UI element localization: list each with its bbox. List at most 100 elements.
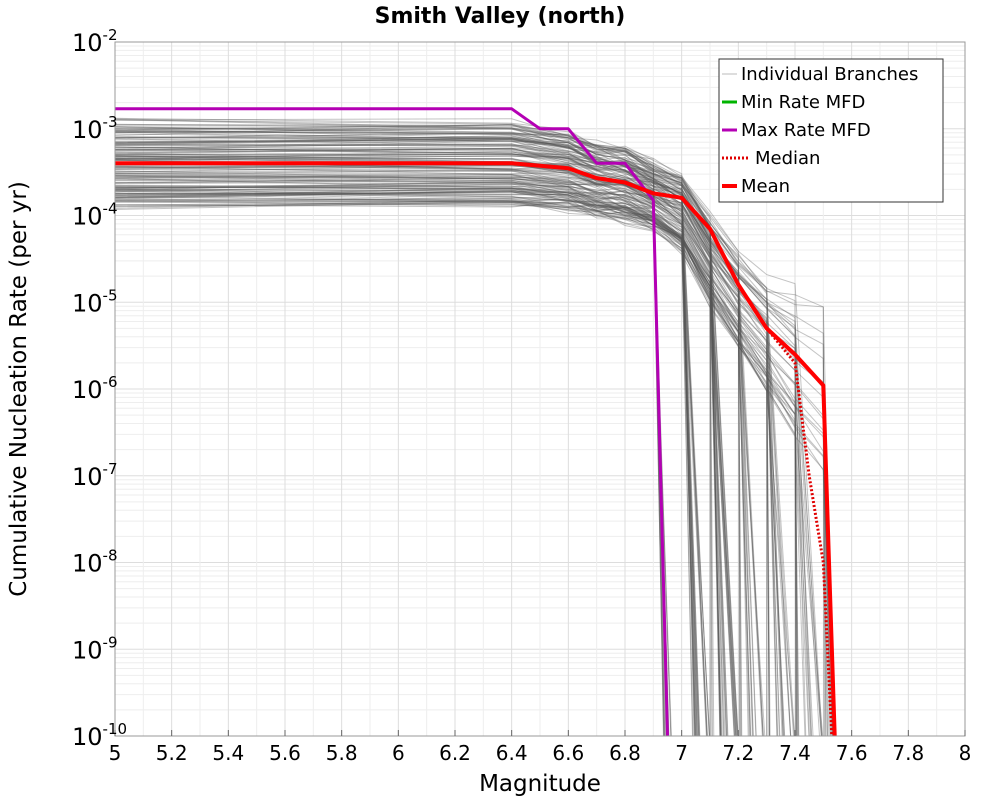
- branch-line: [115, 175, 737, 736]
- x-tick-label: 6: [392, 741, 405, 765]
- branch-line: [115, 192, 799, 736]
- branch-line: [115, 204, 708, 736]
- branch-line: [115, 137, 754, 736]
- series-lines: [115, 107, 837, 736]
- branch-line: [115, 149, 807, 736]
- branch-line: [115, 143, 823, 736]
- branch-line: [115, 140, 764, 736]
- branch-line: [115, 191, 697, 736]
- legend-label: Max Rate MFD: [741, 120, 871, 141]
- branch-line: [115, 181, 715, 736]
- y-tick-label: 10-8: [72, 547, 118, 578]
- branch-line: [115, 135, 796, 736]
- branch-line: [115, 147, 668, 736]
- branch-line: [115, 139, 822, 736]
- branch-line: [115, 178, 766, 736]
- branch-line: [115, 170, 738, 736]
- branch-line: [115, 124, 669, 736]
- x-tick-label: 7.4: [779, 741, 811, 765]
- y-tick-label: 10-2: [72, 26, 118, 57]
- branch-line: [115, 143, 831, 736]
- legend-label: Individual Branches: [741, 64, 918, 85]
- branch-line: [115, 155, 736, 736]
- branch-line: [115, 196, 812, 736]
- branch-line: [115, 172, 834, 736]
- branch-line: [115, 187, 727, 736]
- branch-line: [115, 185, 713, 736]
- branch-line: [115, 179, 700, 736]
- branch-line: [115, 193, 833, 736]
- branch-line: [115, 126, 723, 736]
- branch-line: [115, 177, 743, 736]
- branch-line: [115, 166, 737, 736]
- branch-line: [115, 131, 784, 736]
- branch-line: [115, 186, 697, 736]
- branch-line: [115, 191, 711, 736]
- branch-line: [115, 186, 696, 736]
- branch-line: [115, 133, 785, 736]
- x-axis-ticks: 5 5.2 5.4 5.6 5.8 6 6.2 6.4 6.6 6.8 7 7.2 7.4 7.6 7.8 8: [109, 730, 972, 765]
- x-tick-label: 5: [109, 741, 122, 765]
- branch-line: [115, 127, 739, 736]
- legend-label: Median: [755, 148, 820, 169]
- branch-line: [115, 130, 695, 736]
- branch-line: [115, 170, 728, 736]
- branch-line: [115, 155, 757, 736]
- branch-line: [115, 174, 696, 736]
- max-rate-mfd-line: [115, 107, 669, 736]
- branch-line: [115, 156, 707, 736]
- branch-line: [115, 130, 764, 736]
- chart-title: Smith Valley (north): [375, 4, 626, 29]
- x-tick-label: 6.6: [552, 741, 584, 765]
- branch-line: [115, 128, 834, 736]
- branch-line: [115, 126, 698, 736]
- branch-line: [115, 140, 722, 736]
- branch-line: [115, 188, 711, 736]
- branch-line: [115, 200, 810, 736]
- y-tick-label: 10-7: [72, 460, 118, 491]
- branch-line: [115, 187, 797, 736]
- branch-line: [115, 141, 827, 736]
- branch-line: [115, 159, 722, 736]
- branch-line: [115, 135, 812, 736]
- x-tick-label: 5.2: [156, 741, 188, 765]
- x-tick-label: 5.4: [212, 741, 244, 765]
- legend-box: [718, 58, 944, 203]
- branch-line: [115, 183, 735, 736]
- branch-line: [115, 186, 735, 736]
- branch-line: [115, 198, 798, 736]
- branch-line: [115, 132, 721, 736]
- mean-line: [115, 161, 837, 736]
- branch-line: [115, 128, 825, 736]
- branch-line: [115, 127, 741, 736]
- y-tick-label: 10-4: [72, 200, 118, 231]
- branch-line: [115, 185, 738, 736]
- x-tick-label: 8: [959, 741, 972, 765]
- y-tick-label: 10-10: [72, 720, 127, 751]
- branch-line: [115, 191, 752, 736]
- branch-line: [115, 165, 810, 736]
- y-axis-label: Cumulative Nucleation Rate (per yr): [6, 181, 32, 597]
- branch-line: [115, 173, 721, 736]
- y-tick-label: 10-5: [72, 286, 118, 317]
- branch-line: [115, 130, 778, 736]
- branch-line: [115, 189, 800, 736]
- branch-line: [115, 174, 750, 736]
- branch-line: [115, 189, 700, 736]
- branch-line: [115, 124, 792, 736]
- branch-line: [115, 192, 835, 736]
- legend-label: Min Rate MFD: [741, 92, 865, 113]
- branch-line: [115, 131, 708, 736]
- branch-line: [115, 184, 833, 736]
- x-tick-label: 6.2: [439, 741, 471, 765]
- branch-line: [115, 189, 699, 736]
- branch-line: [115, 138, 740, 736]
- branch-line: [115, 179, 824, 736]
- branch-line: [115, 202, 725, 736]
- x-tick-label: 7.6: [836, 741, 868, 765]
- branch-line: [115, 176, 836, 736]
- x-axis-label: Magnitude: [479, 771, 601, 797]
- branch-line: [115, 124, 738, 736]
- branch-line: [115, 147, 797, 736]
